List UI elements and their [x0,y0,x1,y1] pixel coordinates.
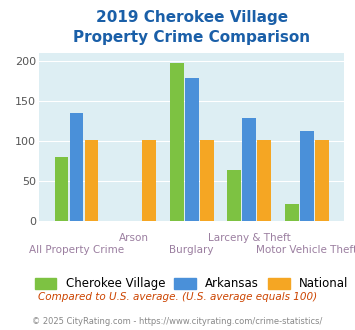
Text: © 2025 CityRating.com - https://www.cityrating.com/crime-statistics/: © 2025 CityRating.com - https://www.city… [32,317,323,326]
Bar [200,140,214,221]
Bar [70,113,83,221]
Text: All Property Crime: All Property Crime [29,245,124,255]
Bar [242,118,256,221]
Bar [228,170,241,221]
Bar [300,131,314,221]
Bar [185,79,198,221]
Bar [142,140,156,221]
Text: Compared to U.S. average. (U.S. average equals 100): Compared to U.S. average. (U.S. average … [38,292,317,302]
Bar [285,204,299,221]
Bar [170,63,184,221]
Legend: Cherokee Village, Arkansas, National: Cherokee Village, Arkansas, National [35,278,349,290]
Text: Motor Vehicle Theft: Motor Vehicle Theft [256,245,355,255]
Bar [257,140,271,221]
Bar [55,157,69,221]
Text: Arson: Arson [119,233,149,243]
Bar [315,140,329,221]
Text: Larceny & Theft: Larceny & Theft [208,233,291,243]
Title: 2019 Cherokee Village
Property Crime Comparison: 2019 Cherokee Village Property Crime Com… [73,10,310,45]
Bar [84,140,98,221]
Text: Burglary: Burglary [169,245,214,255]
